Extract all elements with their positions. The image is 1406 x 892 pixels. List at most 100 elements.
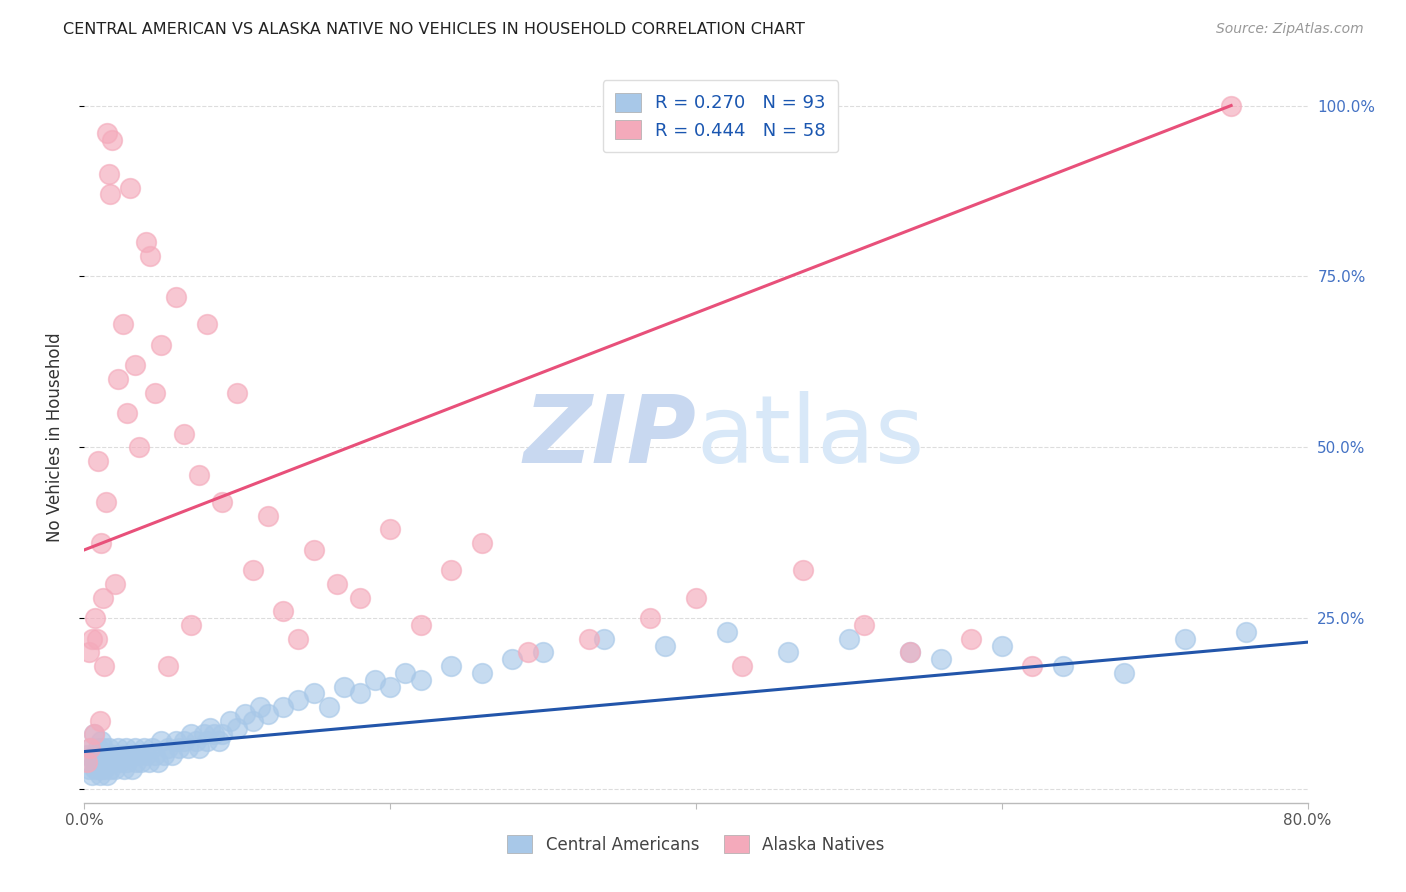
Point [76,747,98,762]
Point [157,659,180,673]
Point [531,645,554,659]
Point [180,618,202,632]
Point [83,727,105,741]
Point [165,290,187,304]
Point [1236,624,1258,639]
Point [349,686,371,700]
Point [471,536,494,550]
Point [333,680,356,694]
Point [103,755,125,769]
Point [94,495,117,509]
Point [1052,659,1074,673]
Point [77,645,100,659]
Point [471,665,494,680]
Point [716,624,738,639]
Point [180,727,202,741]
Point [409,673,432,687]
Point [90,734,112,748]
Point [325,577,347,591]
Point [960,632,983,646]
Point [120,747,142,762]
Point [149,338,172,352]
Point [380,680,402,694]
Point [173,734,195,748]
Text: ZIP: ZIP [523,391,696,483]
Point [135,747,157,762]
Point [141,741,163,756]
Point [1220,98,1243,112]
Point [129,755,152,769]
Point [287,693,309,707]
Point [271,604,294,618]
Point [101,747,124,762]
Point [153,747,176,762]
Point [115,755,138,769]
Point [79,741,101,756]
Point [111,318,134,332]
Point [139,249,162,263]
Point [89,714,111,728]
Point [121,762,143,776]
Point [198,721,221,735]
Point [112,762,135,776]
Point [79,741,101,756]
Point [654,639,676,653]
Point [132,741,155,756]
Legend: Central Americans, Alaska Natives: Central Americans, Alaska Natives [501,829,891,860]
Point [83,727,105,741]
Point [89,747,111,762]
Point [318,700,340,714]
Point [93,762,115,776]
Point [1174,632,1197,646]
Point [242,563,264,577]
Point [208,734,231,748]
Point [101,133,124,147]
Point [107,372,129,386]
Point [853,618,876,632]
Point [124,359,146,373]
Point [188,741,211,756]
Point [91,591,114,605]
Point [165,734,187,748]
Point [90,762,112,776]
Point [898,645,921,659]
Point [1114,665,1136,680]
Point [80,632,103,646]
Point [188,467,211,482]
Point [364,673,387,687]
Point [1021,659,1043,673]
Point [124,741,146,756]
Point [202,727,225,741]
Point [218,714,240,728]
Point [257,508,280,523]
Point [138,755,160,769]
Point [90,536,112,550]
Point [108,755,131,769]
Point [302,686,325,700]
Point [80,768,103,782]
Point [838,632,860,646]
Point [97,741,120,756]
Point [249,700,271,714]
Point [380,522,402,536]
Point [578,632,600,646]
Point [233,706,256,721]
Point [516,645,538,659]
Point [193,727,215,741]
Point [776,645,799,659]
Point [898,645,921,659]
Point [86,755,108,769]
Point [83,755,105,769]
Point [91,755,114,769]
Point [211,495,233,509]
Point [93,659,115,673]
Point [77,762,100,776]
Point [135,235,157,250]
Text: Source: ZipAtlas.com: Source: ZipAtlas.com [1216,22,1364,37]
Point [94,747,117,762]
Point [96,755,118,769]
Point [440,659,463,673]
Point [409,618,432,632]
Point [731,659,754,673]
Point [104,762,127,776]
